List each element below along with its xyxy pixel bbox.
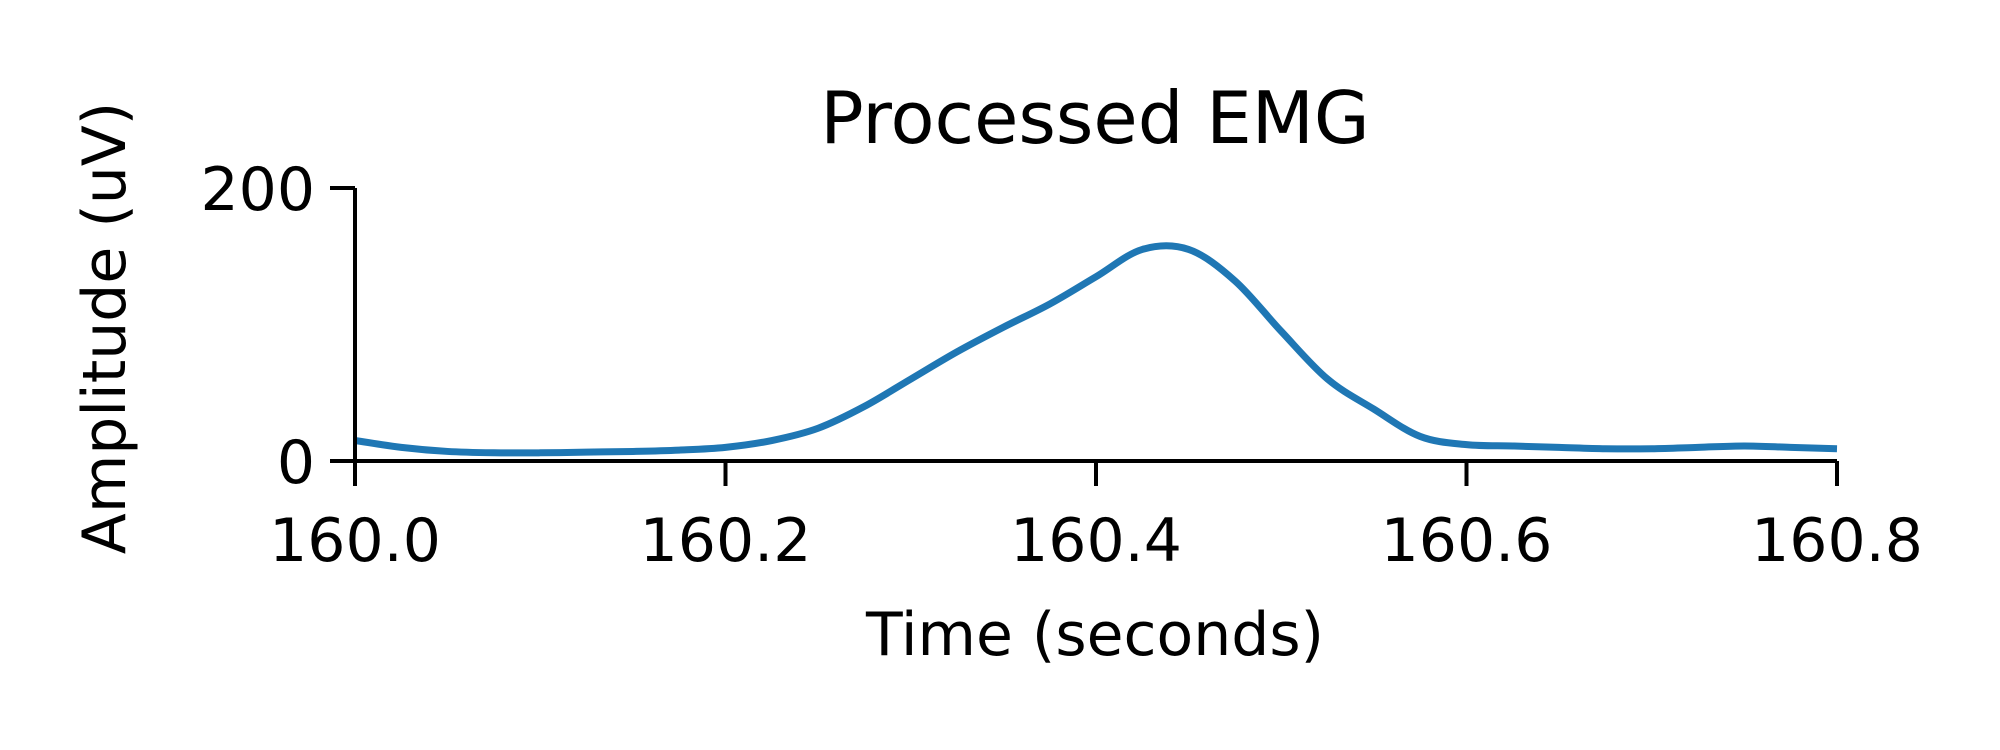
x-tick-label: 160.4 bbox=[1010, 506, 1182, 576]
x-axis-label: Time (seconds) bbox=[865, 600, 1324, 670]
y-tick-label: 200 bbox=[200, 155, 315, 225]
y-axis-ticks: 0 200 bbox=[200, 155, 355, 498]
x-axis-ticks: 160.0 160.2 160.4 160.6 160.8 bbox=[269, 461, 1923, 576]
x-tick-label: 160.8 bbox=[1751, 506, 1923, 576]
x-tick-label: 160.2 bbox=[640, 506, 812, 576]
emg-series-line-0 bbox=[354, 242, 1838, 457]
plot-series bbox=[354, 242, 1838, 457]
chart-title: Processed EMG bbox=[820, 76, 1369, 160]
x-tick-label: 160.0 bbox=[269, 506, 441, 576]
y-axis-label: Amplitude (uV) bbox=[70, 102, 140, 554]
y-tick-label: 0 bbox=[277, 428, 315, 498]
x-tick-label: 160.6 bbox=[1381, 506, 1553, 576]
